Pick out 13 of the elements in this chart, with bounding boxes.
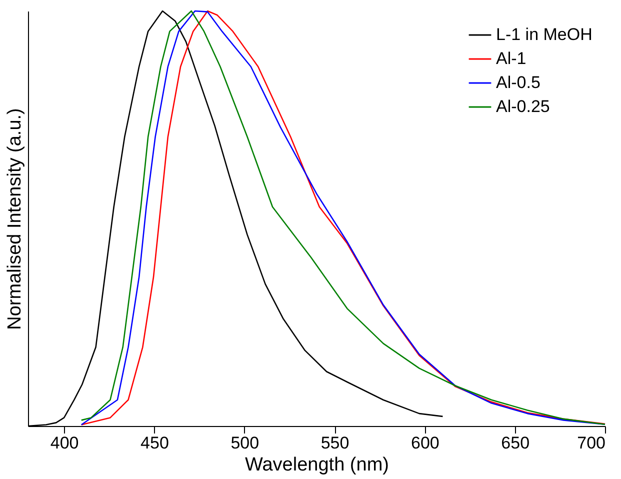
x-tick-label: 700 xyxy=(577,434,606,452)
x-tick-label: 600 xyxy=(411,434,440,452)
x-tick-label: 450 xyxy=(140,434,169,452)
legend-label: Al-0.5 xyxy=(496,73,540,92)
y-axis-title: Normalised Intensity (a.u.) xyxy=(4,108,26,330)
x-tick-label: 500 xyxy=(230,434,260,452)
legend-label: Al-1 xyxy=(496,49,526,68)
x-tick-label: 550 xyxy=(320,434,350,452)
x-tick-label: 650 xyxy=(501,434,530,452)
legend-label: Al-0.25 xyxy=(496,97,550,116)
legend-label: L-1 in MeOH xyxy=(496,25,592,44)
x-axis-title: Wavelength (nm) xyxy=(245,454,389,476)
x-tick-label: 400 xyxy=(50,434,79,452)
